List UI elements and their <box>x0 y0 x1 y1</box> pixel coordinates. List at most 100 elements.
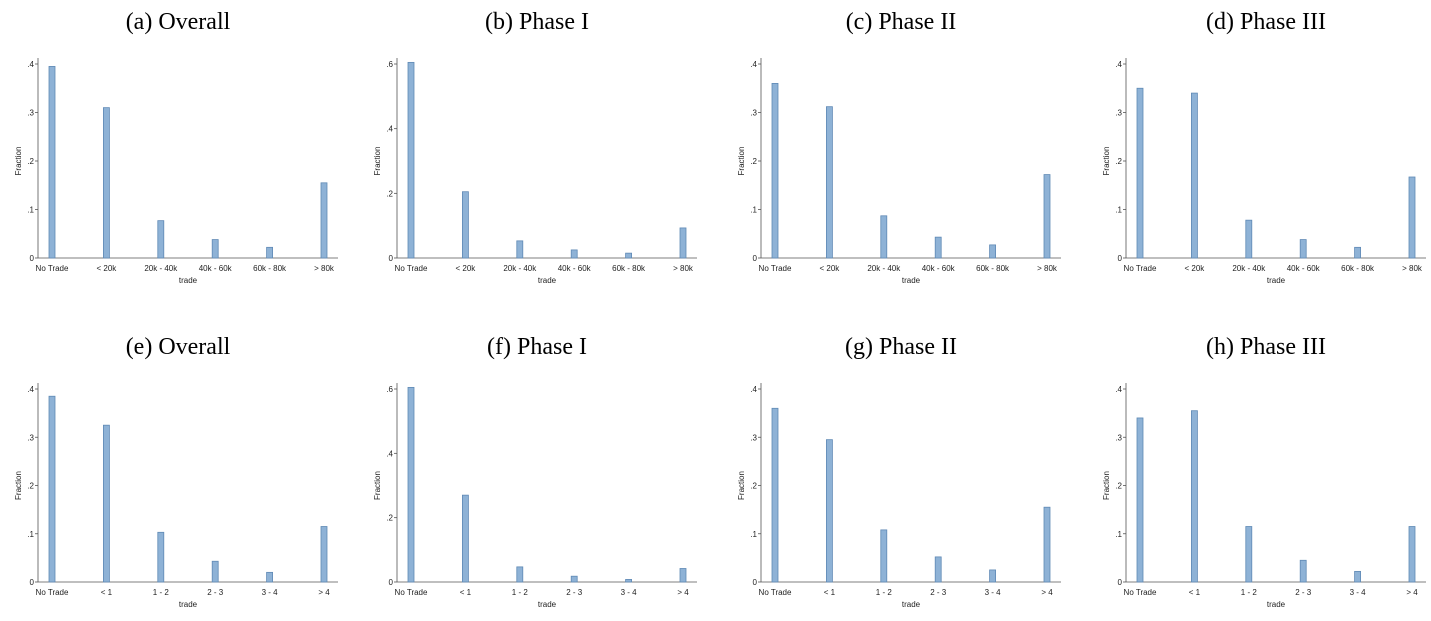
bar <box>1191 410 1198 583</box>
y-tick-label: .2 <box>1115 157 1122 166</box>
y-tick-label: .2 <box>386 514 393 523</box>
x-tick-label: 3 - 4 <box>1350 588 1367 597</box>
y-tick-label: .6 <box>386 60 393 69</box>
y-tick-label: 0 <box>30 578 35 587</box>
x-tick-label: > 4 <box>1406 588 1418 597</box>
y-axis-label: Fraction <box>373 147 382 176</box>
bar <box>771 83 779 259</box>
y-tick-label: 0 <box>389 578 394 587</box>
x-tick-label: 2 - 3 <box>930 588 947 597</box>
x-tick-label: 60k - 80k <box>976 264 1010 273</box>
x-tick-label: < 20k <box>820 264 841 273</box>
y-tick-label: .2 <box>27 482 34 491</box>
bar <box>1408 176 1416 259</box>
x-tick-label: No Trade <box>36 588 69 597</box>
bar <box>1245 526 1253 583</box>
x-tick-label: < 1 <box>1189 588 1201 597</box>
x-tick-label: 3 - 4 <box>262 588 279 597</box>
y-tick-label: 0 <box>389 254 394 263</box>
chart-title: (b) Phase I <box>485 9 589 35</box>
y-axis-label: Fraction <box>14 147 23 176</box>
y-tick-label: .1 <box>750 206 757 215</box>
chart-panel-3: (c) Phase II 0 .1 .2 .3 .4 Fraction No Trade < 2… <box>737 9 1061 285</box>
bar <box>625 252 632 259</box>
x-tick-label: No Trade <box>759 588 792 597</box>
y-tick-label: .3 <box>27 109 34 118</box>
bar <box>1136 417 1144 583</box>
bar <box>516 566 524 583</box>
x-tick-label: < 20k <box>97 264 118 273</box>
chart-title: (h) Phase III <box>1206 334 1326 360</box>
y-tick-label: .4 <box>1115 60 1122 69</box>
bar <box>320 526 328 583</box>
y-tick-label: .1 <box>27 206 34 215</box>
bar <box>48 395 56 583</box>
bar <box>1136 87 1144 259</box>
y-tick-label: .6 <box>386 385 393 394</box>
chart-panel-5: (e) Overall 0 .1 .2 .3 .4 Fraction No Trade < 1 1… <box>14 334 338 609</box>
x-axis-label: trade <box>179 600 198 609</box>
x-tick-label: 60k - 80k <box>612 264 646 273</box>
y-axis-label: Fraction <box>737 147 746 176</box>
bar <box>771 407 779 583</box>
y-tick-label: 0 <box>1118 254 1123 263</box>
chart-title: (e) Overall <box>126 334 231 360</box>
x-tick-label: 40k - 60k <box>922 264 956 273</box>
x-tick-label: 3 - 4 <box>985 588 1002 597</box>
y-tick-label: .4 <box>386 125 393 134</box>
bar <box>211 239 219 259</box>
y-tick-label: .4 <box>27 385 34 394</box>
y-tick-label: .4 <box>1115 385 1122 394</box>
y-tick-label: 0 <box>1118 578 1123 587</box>
bar <box>934 236 942 259</box>
chart-title: (f) Phase I <box>487 334 587 360</box>
y-axis-label: Fraction <box>373 471 382 500</box>
bar <box>570 249 578 259</box>
x-tick-label: 1 - 2 <box>1241 588 1258 597</box>
chart-panel-4: (d) Phase III 0 .1 .2 .3 .4 Fraction No Trade < … <box>1102 9 1426 285</box>
y-tick-label: .4 <box>750 60 757 69</box>
y-tick-label: 0 <box>753 578 758 587</box>
bar <box>826 439 833 583</box>
y-tick-label: .4 <box>386 449 393 458</box>
y-axis-label: Fraction <box>1102 147 1111 176</box>
y-tick-label: .2 <box>1115 482 1122 491</box>
x-axis-label: trade <box>1267 276 1286 285</box>
x-tick-label: > 4 <box>318 588 330 597</box>
y-tick-label: .3 <box>27 433 34 442</box>
bar <box>1354 246 1361 259</box>
y-tick-label: .4 <box>27 60 34 69</box>
y-tick-label: 0 <box>753 254 758 263</box>
x-tick-label: 1 - 2 <box>876 588 893 597</box>
x-tick-label: 40k - 60k <box>1287 264 1321 273</box>
bar <box>461 191 469 259</box>
x-tick-label: < 1 <box>460 588 472 597</box>
x-axis-label: trade <box>902 276 921 285</box>
y-tick-label: .1 <box>750 530 757 539</box>
bar <box>48 66 56 259</box>
x-tick-label: > 80k <box>314 264 335 273</box>
x-tick-label: 2 - 3 <box>566 588 583 597</box>
x-tick-label: > 4 <box>677 588 689 597</box>
x-tick-label: < 1 <box>101 588 113 597</box>
y-tick-label: .1 <box>1115 530 1122 539</box>
bar <box>625 579 632 583</box>
x-tick-label: No Trade <box>36 264 69 273</box>
chart-title: (c) Phase II <box>846 9 957 35</box>
x-axis-label: trade <box>179 276 198 285</box>
x-tick-label: No Trade <box>1124 588 1157 597</box>
x-tick-label: 40k - 60k <box>558 264 592 273</box>
x-tick-label: 20k - 40k <box>867 264 901 273</box>
y-axis-label: Fraction <box>1102 471 1111 500</box>
bar <box>266 571 274 583</box>
bar <box>320 182 328 259</box>
bar <box>103 107 110 259</box>
bar <box>679 568 687 583</box>
bar <box>211 560 219 583</box>
y-tick-label: .2 <box>750 157 757 166</box>
y-tick-label: .4 <box>750 385 757 394</box>
bar <box>1043 506 1051 583</box>
x-tick-label: 1 - 2 <box>512 588 529 597</box>
x-tick-label: < 20k <box>1185 264 1206 273</box>
